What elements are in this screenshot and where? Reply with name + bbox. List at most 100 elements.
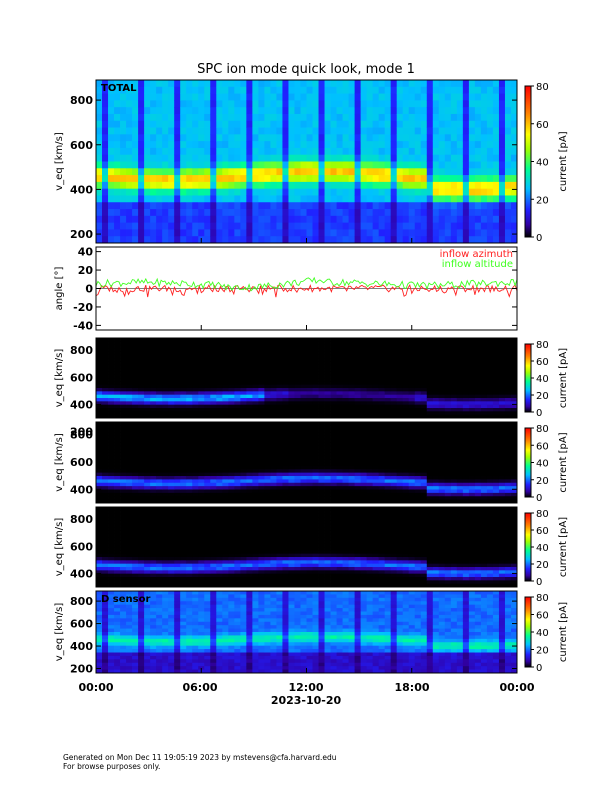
heatmap-cell: [402, 351, 410, 356]
heatmap-cell: [132, 371, 139, 376]
heatmap-cell: [264, 482, 271, 487]
heatmap-cell: [204, 202, 211, 210]
heatmap-cell: [270, 414, 277, 419]
heatmap-cell: [324, 354, 331, 359]
heatmap-cell: [204, 422, 211, 426]
heatmap-cell: [126, 107, 133, 115]
heatmap-cell: [204, 134, 211, 142]
heatmap-cell: [258, 134, 265, 142]
heatmap-cell: [270, 358, 277, 362]
heatmap-cell: [114, 195, 121, 203]
heatmap-cell: [354, 229, 362, 237]
heatmap-cell: [408, 381, 416, 386]
heatmap-cell: [132, 384, 139, 389]
heatmap-cell: [186, 168, 193, 176]
heatmap-cell: [168, 222, 175, 230]
heatmap-cell: [144, 161, 151, 169]
heatmap-cell: [456, 408, 464, 412]
heatmap-cell: [276, 492, 283, 497]
heatmap-cell: [204, 195, 211, 203]
heatmap-cell: [210, 209, 217, 217]
heatmap-cell: [258, 435, 265, 440]
heatmap-cell: [492, 388, 500, 392]
heatmap-cell: [252, 348, 259, 352]
heatmap-cell: [372, 338, 380, 342]
heatmap-cell: [384, 489, 392, 494]
heatmap-cell: [354, 499, 362, 504]
heatmap-cell: [186, 398, 193, 402]
heatmap-cell: [480, 374, 488, 379]
heatmap-cell: [150, 154, 157, 162]
heatmap-cell: [498, 408, 506, 412]
heatmap-cell: [486, 371, 494, 376]
heatmap-cell: [108, 120, 115, 128]
heatmap-cell: [462, 496, 470, 501]
heatmap-cell: [312, 449, 319, 453]
heatmap-cell: [96, 489, 103, 494]
heatmap-cell: [186, 442, 193, 447]
heatmap-cell: [300, 374, 307, 379]
heatmap-cell: [216, 398, 223, 402]
heatmap-cell: [186, 358, 193, 362]
heatmap-cell: [192, 236, 199, 244]
heatmap-cell: [252, 338, 259, 342]
heatmap-cell: [114, 120, 121, 128]
heatmap-cell: [354, 428, 362, 433]
heatmap-cell: [138, 378, 145, 382]
heatmap-cell: [372, 93, 380, 101]
heatmap-cell: [138, 209, 145, 217]
heatmap-cell: [468, 80, 476, 88]
heatmap-cell: [378, 113, 386, 122]
heatmap-cell: [186, 161, 193, 169]
heatmap-cell: [234, 161, 241, 169]
heatmap-cell: [498, 107, 506, 115]
heatmap-cell: [462, 141, 470, 149]
heatmap-cell: [126, 499, 133, 504]
heatmap-cell: [294, 354, 301, 359]
heatmap-cell: [336, 492, 343, 497]
heatmap-cell: [354, 408, 362, 412]
heatmap-cell: [480, 404, 488, 409]
heatmap-cell: [264, 368, 271, 372]
heatmap-cell: [462, 489, 470, 494]
heatmap-cell: [228, 469, 235, 474]
heatmap-cell: [354, 215, 362, 224]
heatmap-cell: [480, 229, 488, 237]
heatmap-cell: [336, 80, 343, 88]
heatmap-cell: [492, 113, 500, 122]
heatmap-cell: [486, 381, 494, 386]
heatmap-cell: [300, 107, 307, 115]
heatmap-cell: [162, 445, 169, 450]
heatmap-cell: [468, 428, 476, 433]
heatmap-cell: [216, 394, 223, 399]
heatmap-cell: [438, 202, 446, 210]
heatmap-cell: [216, 499, 223, 504]
heatmap-cell: [372, 354, 380, 359]
heatmap-cell: [192, 476, 199, 480]
heatmap-cell: [234, 394, 241, 399]
heatmap-cell: [306, 465, 313, 470]
heatmap-cell: [444, 351, 452, 356]
heatmap-cell: [354, 202, 362, 210]
heatmap-cell: [204, 445, 211, 450]
heatmap-cell: [180, 215, 187, 224]
heatmap-cell: [342, 154, 349, 162]
heatmap-cell: [456, 107, 464, 115]
heatmap-cell: [168, 368, 175, 372]
heatmap-cell: [228, 476, 235, 480]
heatmap-cell: [150, 351, 157, 356]
heatmap-cell: [228, 465, 235, 470]
heatmap-cell: [366, 479, 374, 484]
heatmap-cell: [252, 398, 259, 402]
heatmap-cell: [492, 401, 500, 406]
heatmap-cell: [504, 381, 512, 386]
heatmap-cell: [240, 100, 247, 108]
heatmap-cell: [234, 449, 241, 453]
heatmap-cell: [504, 222, 512, 230]
heatmap-cell: [120, 371, 127, 376]
heatmap-cell: [168, 168, 175, 176]
heatmap-cell: [168, 374, 175, 379]
heatmap-cell: [354, 381, 362, 386]
heatmap-cell: [378, 391, 386, 396]
heatmap-cell: [192, 388, 199, 392]
